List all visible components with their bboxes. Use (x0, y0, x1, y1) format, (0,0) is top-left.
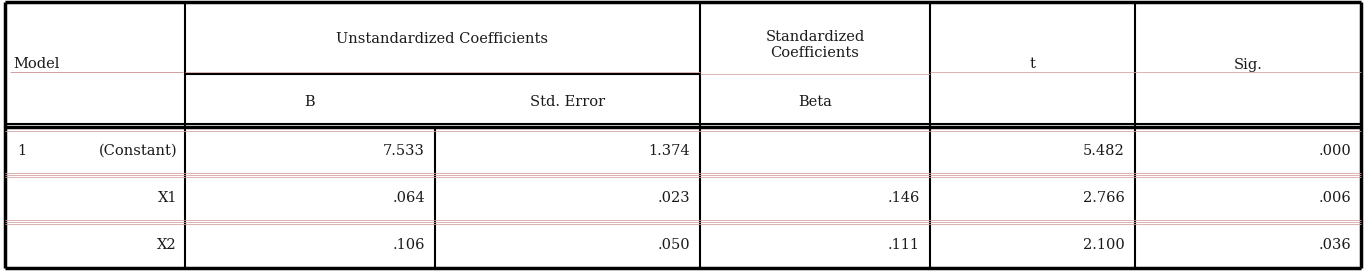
Text: 1: 1 (16, 144, 26, 158)
Text: Standardized
Coefficients: Standardized Coefficients (765, 30, 865, 60)
Text: B: B (305, 95, 316, 109)
Text: 2.766: 2.766 (1083, 191, 1126, 205)
Text: .050: .050 (657, 238, 690, 252)
Text: Beta: Beta (798, 95, 832, 109)
Text: .023: .023 (657, 191, 690, 205)
Text: .146: .146 (888, 191, 919, 205)
Text: .111: .111 (888, 238, 919, 252)
Text: X1: X1 (157, 191, 178, 205)
Text: Sig.: Sig. (1233, 57, 1262, 72)
Text: .006: .006 (1318, 191, 1351, 205)
Text: 7.533: 7.533 (382, 144, 425, 158)
Text: .064: .064 (392, 191, 425, 205)
Text: .106: .106 (392, 238, 425, 252)
Text: X2: X2 (157, 238, 178, 252)
Text: Model: Model (14, 57, 59, 72)
Text: .036: .036 (1318, 238, 1351, 252)
Text: 5.482: 5.482 (1083, 144, 1126, 158)
Text: (Constant): (Constant) (98, 144, 178, 158)
Text: .000: .000 (1318, 144, 1351, 158)
Text: Unstandardized Coefficients: Unstandardized Coefficients (336, 32, 549, 46)
Text: t: t (1030, 57, 1035, 72)
Text: 1.374: 1.374 (649, 144, 690, 158)
Text: 2.100: 2.100 (1083, 238, 1126, 252)
Text: Std. Error: Std. Error (530, 95, 605, 109)
